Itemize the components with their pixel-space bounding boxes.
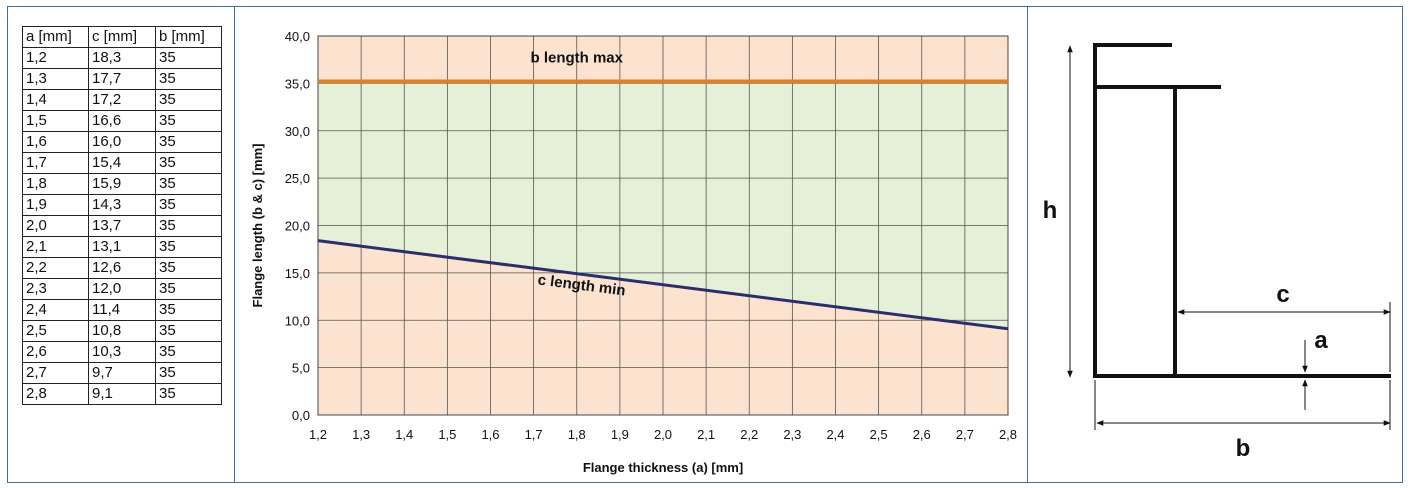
figure-frame [7,6,1403,483]
dimension-table-panel: a [mm] c [mm] b [mm] 1,2 18,3 35 1,3 17,7 35 1… [22,26,222,405]
y-tick-label: 40,0 [285,29,310,44]
table-cell: 16,0 [88,131,156,153]
table-cell: 2,1 [22,236,89,258]
x-tick-label: 2,3 [783,427,801,442]
table-row: 2,8 9,1 35 [22,383,222,405]
table-cell: 15,4 [88,152,156,174]
x-tick-label: 2,6 [913,427,931,442]
column-header: b [mm] [155,26,222,48]
x-tick-label: 1,7 [525,427,543,442]
x-tick-label: 2,1 [697,427,715,442]
table-header-row: a [mm] c [mm] b [mm] [22,26,222,48]
table-cell: 10,3 [88,341,156,363]
y-tick-label: 15,0 [285,266,310,281]
table-cell: 2,0 [22,215,89,237]
x-tick-label: 2,0 [654,427,672,442]
column-header: c [mm] [88,26,156,48]
table-cell: 35 [155,299,222,321]
c-length-min-line [317,239,1009,331]
table-row: 1,8 15,9 35 [22,173,222,195]
y-axis-label: Flange length (b & c) [mm] [250,144,265,308]
table-body: 1,2 18,3 35 1,3 17,7 35 1,4 17,2 35 1,5 16,6 35 1,6 1… [22,47,222,405]
y-tick-label: 30,0 [285,124,310,139]
x-tick-label: 1,3 [352,427,370,442]
x-tick-label: 1,8 [568,427,586,442]
y-tick-label: 25,0 [285,171,310,186]
table-cell: 10,8 [88,320,156,342]
x-tick-label: 1,4 [395,427,413,442]
table-row: 1,7 15,4 35 [22,152,222,174]
table-cell: 35 [155,257,222,279]
y-tick-label: 20,0 [285,219,310,234]
table-row: 2,0 13,7 35 [22,215,222,237]
table-cell: 13,7 [88,215,156,237]
y-tick-label: 10,0 [285,313,310,328]
x-tick-label: 1,5 [438,427,456,442]
table-row: 1,6 16,0 35 [22,131,222,153]
table-row: 2,6 10,3 35 [22,341,222,363]
a-label: a [1314,327,1328,354]
panel-divider-left [234,6,235,483]
table-row: 1,3 17,7 35 [22,68,222,90]
table-cell: 15,9 [88,173,156,195]
b-label: b [1236,435,1251,462]
y-tick-label: 0,0 [292,408,310,423]
dimension-table: a [mm] c [mm] b [mm] 1,2 18,3 35 1,3 17,7 35 1… [22,26,222,405]
x-tick-label: 2,7 [956,427,974,442]
table-row: 2,7 9,7 35 [22,362,222,384]
profile-shape [1093,43,1391,378]
table-cell: 2,6 [22,341,89,363]
table-row: 2,5 10,8 35 [22,320,222,342]
table-cell: 17,7 [88,68,156,90]
table-cell: 35 [155,173,222,195]
table-cell: 35 [155,215,222,237]
table-cell: 2,2 [22,257,89,279]
h-label: h [1043,197,1058,224]
x-tick-label: 2,2 [740,427,758,442]
column-header: a [mm] [22,26,89,48]
table-cell: 2,7 [22,362,89,384]
panel-divider-right [1027,6,1028,483]
table-cell: 9,1 [88,383,156,405]
plot-area-border [317,35,1009,416]
table-cell: 1,9 [22,194,89,216]
x-tick-label: 2,5 [870,427,888,442]
y-tick-label: 35,0 [285,76,310,91]
y-tick-label: 5,0 [292,361,310,376]
table-row: 2,1 13,1 35 [22,236,222,258]
b-length-max-label: b length max [530,50,623,67]
x-tick-label: 2,4 [826,427,844,442]
table-cell: 35 [155,383,222,405]
table-row: 2,4 11,4 35 [22,299,222,321]
x-tick-label: 2,8 [999,427,1017,442]
table-cell: 2,8 [22,383,89,405]
c-label: c [1276,281,1289,308]
x-tick-label: 1,6 [481,427,499,442]
x-tick-label: 1,9 [611,427,629,442]
x-axis-label: Flange thickness (a) [mm] [583,460,743,475]
x-tick-label: 1,2 [309,427,327,442]
